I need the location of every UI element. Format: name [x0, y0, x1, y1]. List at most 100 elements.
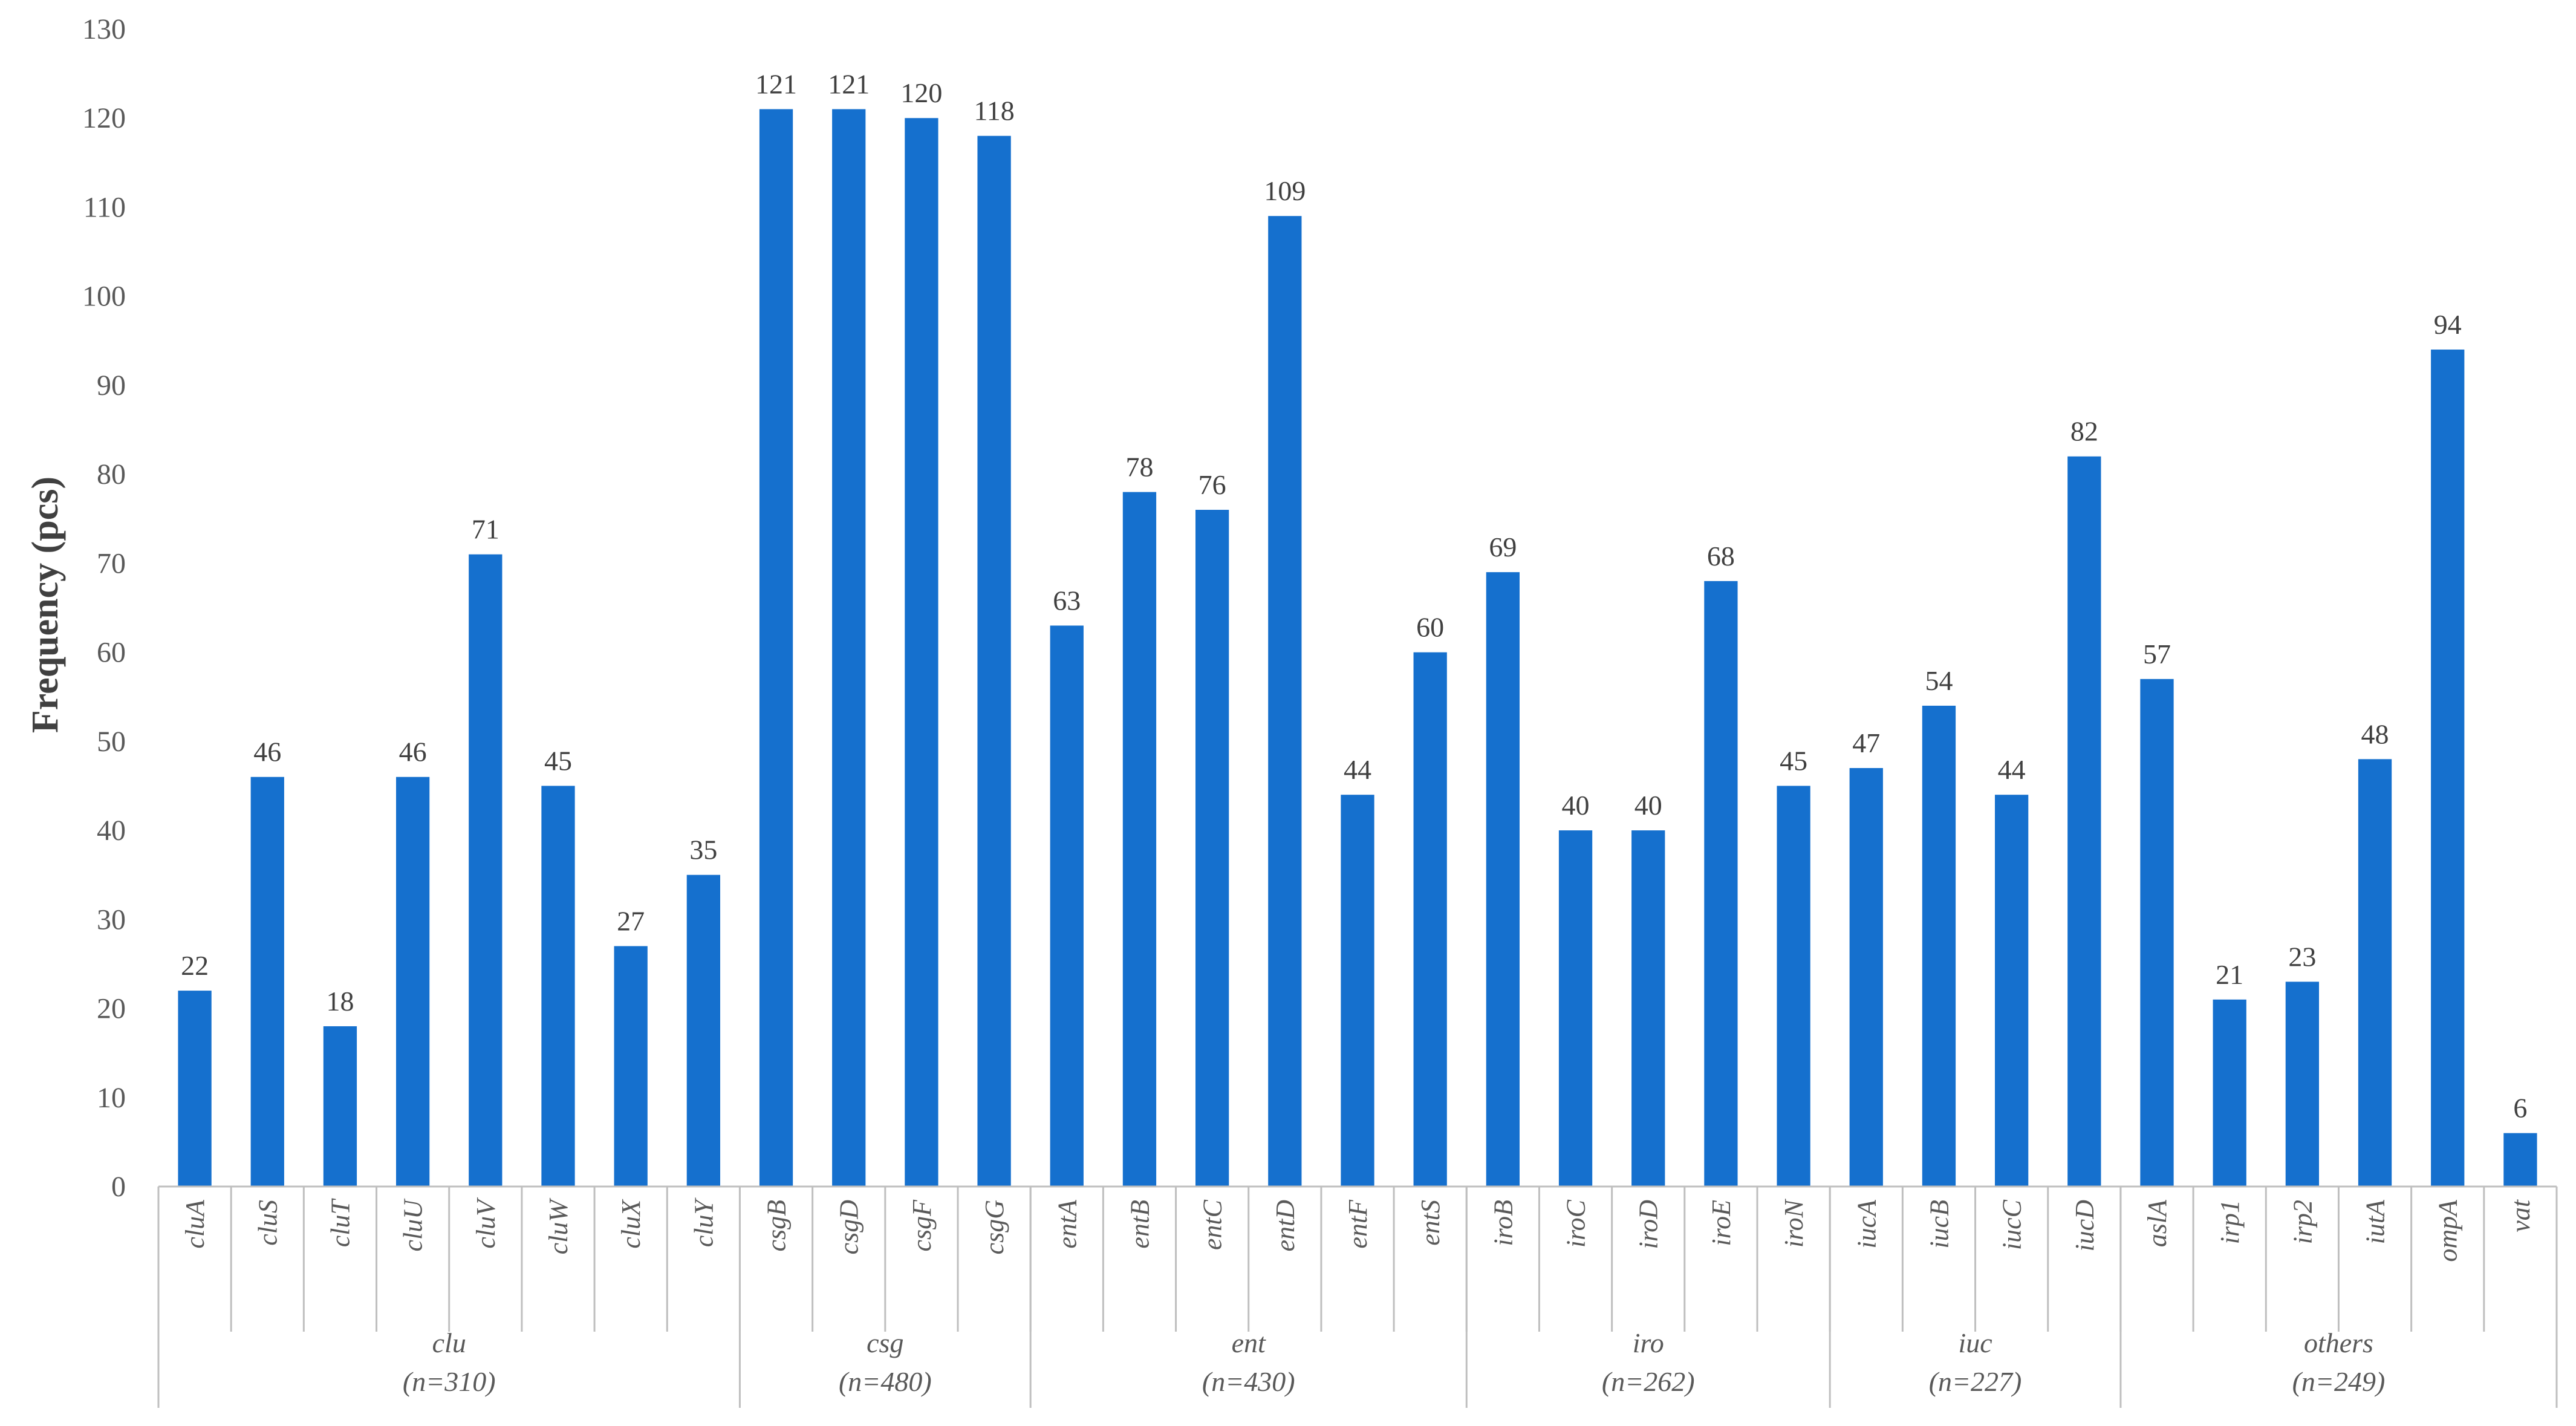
y-tick-label: 10: [97, 1082, 126, 1114]
bar-entD: [1268, 216, 1302, 1187]
data-label: 22: [181, 950, 209, 981]
bars: [178, 109, 2537, 1187]
data-label: 69: [1489, 532, 1517, 562]
data-label: 82: [2070, 416, 2098, 447]
bar-csgD: [832, 109, 866, 1187]
data-label: 45: [1780, 745, 1807, 776]
category-label: csgB: [762, 1200, 792, 1252]
data-label: 71: [472, 514, 499, 545]
data-label: 27: [617, 905, 645, 936]
category-label: cluV: [471, 1197, 501, 1249]
category-label: irp2: [2288, 1200, 2317, 1244]
y-tick-label: 90: [97, 370, 126, 402]
group-count: (n=430): [1202, 1366, 1295, 1397]
category-label: iroE: [1706, 1200, 1736, 1246]
data-label: 57: [2143, 639, 2171, 669]
bar-entF: [1341, 795, 1374, 1187]
bar-entS: [1413, 652, 1447, 1187]
data-label: 54: [1925, 665, 1953, 696]
y-tick-label: 120: [82, 102, 126, 134]
data-label: 6: [2513, 1093, 2527, 1124]
group-name: ent: [1232, 1327, 1266, 1358]
y-tick-label: 100: [82, 281, 126, 313]
y-tick-label: 30: [97, 903, 126, 936]
category-label: entS: [1416, 1200, 1445, 1246]
category-label: entA: [1052, 1199, 1082, 1249]
category-label: cluA: [180, 1199, 210, 1249]
bar-iucC: [1994, 795, 2029, 1187]
bar-iroB: [1486, 572, 1520, 1187]
bar-cluA: [178, 991, 212, 1187]
category-label: ompA: [2433, 1199, 2463, 1262]
data-label: 118: [974, 96, 1014, 126]
category-label: aslA: [2142, 1199, 2172, 1247]
data-labels: 22 46 18 46 71 45 27 35 121 121 120 118 63 78 76 109 44 6…: [181, 69, 2527, 1124]
category-label: vat: [2506, 1199, 2535, 1232]
group-name: iuc: [1958, 1327, 1992, 1358]
data-label: 94: [2434, 309, 2462, 340]
data-label: 68: [1707, 541, 1735, 571]
category-label: cluX: [616, 1199, 646, 1249]
category-label: cluU: [398, 1198, 428, 1252]
data-label: 18: [326, 986, 354, 1017]
data-label: 23: [2288, 941, 2316, 972]
bar-iroN: [1777, 786, 1810, 1187]
y-tick-label: 130: [82, 13, 126, 45]
y-tick-label: 110: [83, 191, 126, 223]
group-name: clu: [432, 1327, 466, 1358]
bar-iroD: [1631, 830, 1665, 1187]
bar-entC: [1195, 510, 1229, 1187]
category-label: csgG: [980, 1200, 1009, 1254]
data-label: 44: [1998, 754, 2026, 785]
bar-entB: [1122, 492, 1157, 1187]
y-axis-ticks: 0 10 20 30 40 50 60 70 80 90 100 110 120 130: [82, 13, 126, 1203]
bar-cluS: [250, 776, 284, 1187]
bar-cluX: [614, 946, 648, 1187]
data-label: 48: [2361, 718, 2389, 749]
data-label: 60: [1416, 612, 1444, 643]
category-label: csgF: [907, 1199, 937, 1252]
data-label: 21: [2216, 959, 2243, 990]
bar-iucA: [1849, 768, 1883, 1187]
category-label: iucA: [1852, 1199, 1881, 1249]
bar-cluT: [323, 1026, 357, 1187]
category-label: iutA: [2361, 1199, 2390, 1244]
group-count: (n=480): [839, 1366, 932, 1397]
category-label: cluS: [253, 1200, 282, 1246]
data-label: 121: [828, 69, 870, 100]
bar-cluV: [469, 554, 503, 1187]
group-count: (n=227): [1929, 1366, 2022, 1397]
y-tick-label: 50: [97, 726, 126, 758]
bar-irp2: [2285, 982, 2320, 1187]
category-label: entC: [1198, 1199, 1228, 1250]
group-count: (n=249): [2292, 1366, 2386, 1397]
bar-iutA: [2358, 759, 2392, 1187]
bar-irp1: [2213, 999, 2246, 1187]
category-label: iucD: [2070, 1200, 2100, 1252]
bar-iucD: [2067, 456, 2101, 1187]
category-label: cluW: [544, 1198, 573, 1255]
data-label: 47: [1852, 728, 1880, 758]
group-name: csg: [867, 1327, 903, 1358]
data-label: 40: [1562, 790, 1590, 821]
bar-cluW: [541, 786, 575, 1187]
bar-vat: [2503, 1133, 2537, 1187]
bar-iucB: [1922, 705, 1956, 1187]
data-label: 44: [1344, 754, 1371, 785]
bar-cluY: [686, 874, 721, 1187]
data-label: 78: [1125, 452, 1153, 483]
data-label: 35: [689, 835, 717, 865]
data-label: 76: [1199, 469, 1226, 500]
bar-ompA: [2431, 350, 2465, 1187]
category-label: iroN: [1779, 1198, 1809, 1248]
y-tick-label: 60: [97, 637, 126, 669]
category-label: cluT: [325, 1197, 355, 1247]
y-tick-label: 40: [97, 815, 126, 847]
data-label: 46: [399, 737, 427, 767]
bar-entA: [1050, 625, 1084, 1187]
bar-csgB: [759, 109, 793, 1187]
category-label: entD: [1270, 1200, 1300, 1252]
category-label: entF: [1343, 1199, 1373, 1249]
y-tick-label: 70: [97, 547, 126, 579]
